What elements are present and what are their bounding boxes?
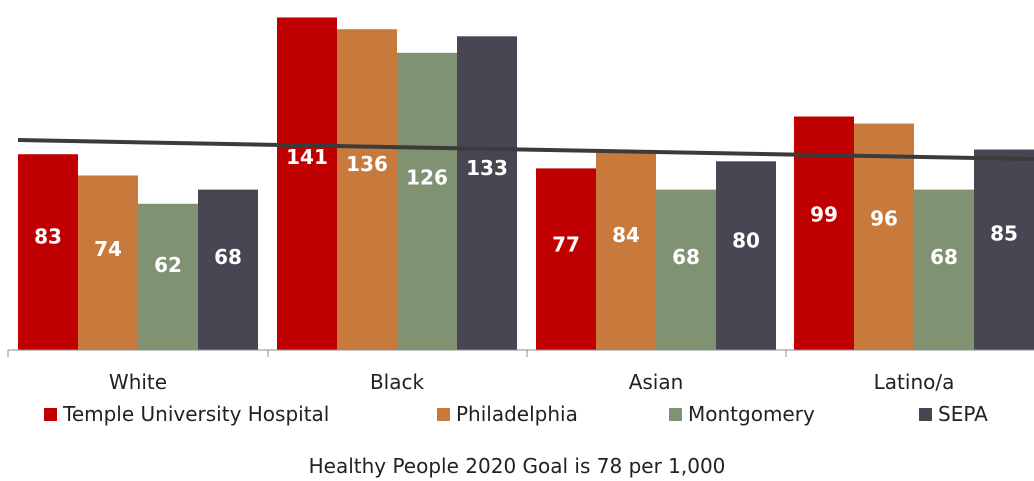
data-label: 84: [612, 223, 640, 247]
legend-swatch: [437, 407, 450, 421]
goal-note: Healthy People 2020 Goal is 78 per 1,000: [308, 454, 726, 478]
legend: Temple University Hospital Philadelphia …: [0, 402, 1034, 432]
data-label: 68: [214, 245, 242, 269]
category-label-white: White: [109, 370, 167, 394]
bar-philadelphia-asian: [596, 151, 656, 350]
category-label-asian: Asian: [629, 370, 684, 394]
data-label: 136: [346, 152, 388, 176]
bar-philadelphia-latino-a: [854, 123, 914, 350]
bar-temple-university-hospital-latino-a: [794, 116, 854, 350]
legend-label: Montgomery: [688, 402, 815, 426]
legend-label: Temple University Hospital: [63, 402, 330, 426]
bar-chart: 83 141 77 99 74 136 84 96 62 126 68 68 68 133 80 85 Whi…: [7, 17, 1034, 394]
bar-montgomery-latino-a: [914, 189, 974, 350]
x-axis: [7, 349, 1034, 357]
value-labels-group: 83 141 77 99 74 136 84 96 62 126 68 68 68 133 80 85: [34, 145, 1018, 277]
bar-philadelphia-white: [78, 175, 138, 350]
bar-sepa-black: [457, 36, 517, 351]
legend-swatch: [919, 407, 932, 421]
bar-philadelphia-black: [337, 29, 397, 350]
data-label: 85: [990, 222, 1018, 246]
bar-montgomery-white: [138, 203, 198, 350]
legend-label: Philadelphia: [456, 402, 578, 426]
bar-temple-university-hospital-black: [277, 17, 337, 351]
data-label: 68: [672, 245, 700, 269]
legend-item-temple: Temple University Hospital: [44, 402, 329, 426]
data-label: 83: [34, 224, 62, 248]
data-label: 74: [94, 237, 122, 261]
legend-item-philadelphia: Philadelphia: [437, 402, 578, 426]
bar-sepa-asian: [716, 161, 776, 350]
data-label: 141: [286, 145, 328, 169]
data-label: 133: [466, 156, 508, 180]
bar-temple-university-hospital-asian: [536, 168, 596, 350]
data-label: 68: [930, 245, 958, 269]
category-labels-group: White Black Asian Latino/a: [109, 370, 954, 394]
category-label-black: Black: [370, 370, 425, 394]
data-label: 77: [552, 233, 580, 257]
category-label-latino-a: Latino/a: [874, 370, 955, 394]
bar-sepa-white: [198, 189, 258, 350]
trend-line: [17, 138, 1034, 162]
data-label: 126: [406, 166, 448, 190]
data-label: 96: [870, 207, 898, 231]
data-label: 62: [154, 253, 182, 277]
data-label: 99: [810, 203, 838, 227]
legend-item-montgomery: Montgomery: [669, 402, 815, 426]
bar-montgomery-black: [397, 52, 457, 351]
bars-group: [18, 17, 1034, 351]
bar-temple-university-hospital-white: [18, 154, 78, 350]
bar-sepa-latino-a: [974, 149, 1034, 350]
bar-montgomery-asian: [656, 189, 716, 350]
legend-swatch: [669, 407, 682, 421]
legend-swatch: [44, 407, 57, 421]
legend-label: SEPA: [938, 402, 988, 426]
data-label: 80: [732, 229, 760, 253]
legend-item-sepa: SEPA: [919, 402, 988, 426]
